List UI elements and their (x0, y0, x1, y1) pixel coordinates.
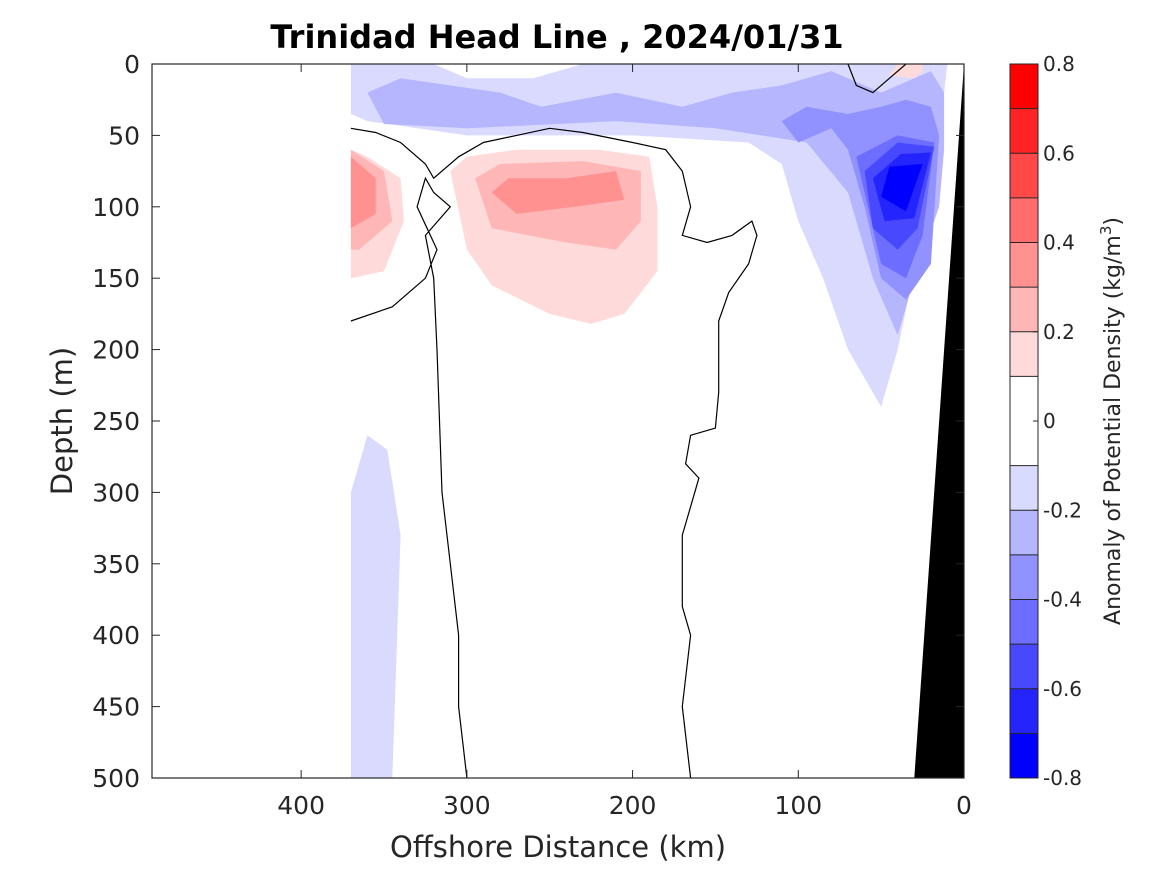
anomaly-region (350, 435, 401, 778)
bathymetry-layer (914, 64, 964, 778)
anomaly-fill-layer (350, 64, 948, 778)
anomaly-region (350, 64, 948, 407)
colorbar-tick-label: 0.4 (1043, 231, 1075, 255)
colorbar-band (1010, 64, 1038, 109)
x-tick-label: 300 (443, 791, 491, 820)
colorbar-tick-label: -0.2 (1043, 498, 1082, 522)
colorbar-tick-label: -0.6 (1043, 677, 1082, 701)
colorbar-band (1010, 197, 1038, 243)
y-tick-label: 0 (124, 50, 140, 79)
y-tick-label: 250 (92, 407, 140, 436)
colorbar-band (1010, 733, 1038, 778)
colorbar-band (1010, 108, 1038, 154)
y-tick-label: 300 (92, 478, 140, 507)
x-tick-label: 400 (277, 791, 325, 820)
colorbar-band (1010, 287, 1038, 332)
colorbar-label: Anomaly of Potential Density (kg/m3) (1097, 217, 1126, 625)
colorbar-tick-label: 0.8 (1043, 52, 1075, 76)
chart-title: Trinidad Head Line , 2024/01/31 (270, 18, 843, 56)
colorbar-band (1010, 644, 1038, 689)
colorbar-tick-label: 0.2 (1043, 320, 1075, 344)
y-tick-label: 200 (92, 336, 140, 365)
y-axis: 0 50 100 150 200 250 300 350 400 450 500 (92, 50, 964, 793)
zero-contour (847, 64, 907, 94)
colorbar-band (1010, 331, 1038, 377)
y-tick-label: 100 (92, 193, 140, 222)
colorbar-tick-label: 0.6 (1043, 141, 1075, 165)
colorbar-band (1010, 688, 1038, 734)
x-tick-label: 200 (609, 791, 657, 820)
anomaly-region (350, 156, 376, 229)
x-axis: 400 300 200 100 0 (277, 64, 972, 820)
anomaly-region (881, 164, 923, 212)
colorbar-ticks: 0.8 0.6 0.4 0.2 0 -0.2 -0.4 -0.6 -0.8 (1033, 52, 1082, 790)
x-axis-label: Offshore Distance (km) (390, 830, 726, 864)
colorbar-band (1010, 465, 1038, 511)
zero-contour (350, 176, 468, 778)
zero-contour-layer (350, 64, 907, 778)
colorbar-band (1010, 599, 1038, 645)
colorbar-band (1010, 510, 1038, 555)
y-tick-label: 350 (92, 550, 140, 579)
y-tick-label: 500 (92, 764, 140, 793)
y-tick-label: 50 (108, 121, 140, 150)
anomaly-region (889, 64, 923, 79)
zero-contour (350, 127, 758, 778)
y-axis-label: Depth (m) (45, 347, 79, 495)
x-tick-label: 0 (956, 791, 972, 820)
colorbar (1010, 64, 1038, 778)
colorbar-tick-label: 0 (1043, 409, 1056, 433)
x-tick-label: 100 (774, 791, 822, 820)
y-tick-label: 400 (92, 621, 140, 650)
bathymetry-shelf (914, 64, 964, 778)
anomaly-region (491, 171, 625, 214)
y-tick-label: 150 (92, 264, 140, 293)
colorbar-tick-label: -0.4 (1043, 588, 1082, 612)
colorbar-band (1010, 554, 1038, 600)
colorbar-band (1010, 242, 1038, 288)
y-tick-label: 450 (92, 693, 140, 722)
colorbar-band (1010, 153, 1038, 198)
colorbar-tick-label: -0.8 (1043, 766, 1082, 790)
